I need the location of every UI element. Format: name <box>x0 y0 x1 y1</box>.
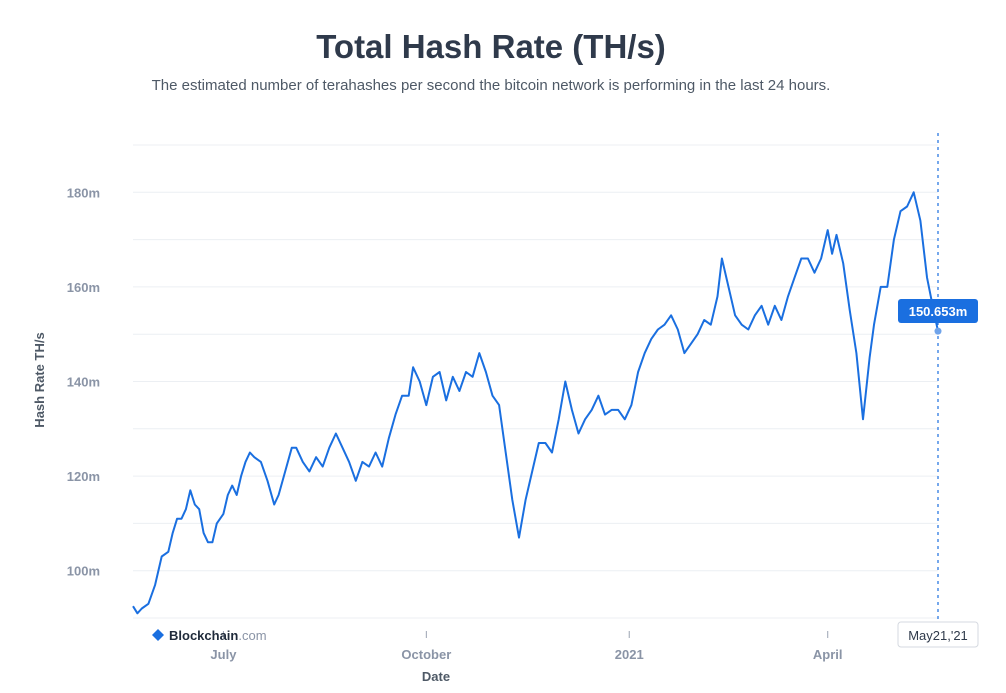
tooltip-date: May21,'21 <box>908 628 968 643</box>
chart-title: Total Hash Rate (TH/s) <box>316 28 666 65</box>
hover-point <box>934 327 942 335</box>
x-axis-ticks: July October 2021 April <box>210 631 843 662</box>
x-tick-label: 2021 <box>615 647 644 662</box>
tooltip-value: 150.653m <box>909 304 968 319</box>
x-tick-label: July <box>210 647 237 662</box>
blockchain-watermark: Blockchain.com <box>152 628 267 643</box>
y-tick-label: 140m <box>67 375 100 390</box>
hash-rate-line[interactable] <box>132 191 939 615</box>
x-tick-label: October <box>401 647 451 662</box>
y-tick-label: 100m <box>67 564 100 579</box>
y-tick-label: 120m <box>67 469 100 484</box>
x-tick-label: April <box>813 647 843 662</box>
date-tooltip: May21,'21 <box>897 621 979 648</box>
y-axis-ticks: 100m 120m 140m 160m 180m <box>67 185 100 578</box>
x-axis-label: Date <box>422 669 450 684</box>
chart-subtitle: The estimated number of terahashes per s… <box>151 77 831 94</box>
value-tooltip: 150.653m <box>898 299 978 323</box>
y-tick-label: 160m <box>67 280 100 295</box>
y-tick-label: 180m <box>67 185 100 200</box>
blockchain-logo-icon <box>152 629 164 641</box>
y-axis-label: Hash Rate TH/s <box>32 332 47 427</box>
grid-lines <box>133 144 938 619</box>
brand-name: Blockchain.com <box>169 628 267 643</box>
